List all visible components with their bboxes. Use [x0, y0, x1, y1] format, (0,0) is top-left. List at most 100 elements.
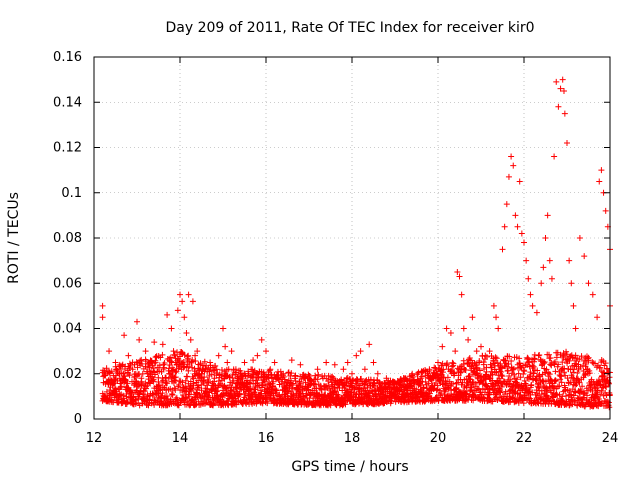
baseline-point — [581, 372, 588, 379]
data-point — [454, 268, 461, 275]
baseline-point — [497, 389, 504, 396]
data-point — [564, 139, 570, 146]
baseline-point — [117, 384, 124, 391]
data-point — [241, 359, 248, 366]
baseline-point — [534, 399, 541, 406]
baseline-point — [139, 370, 146, 377]
baseline-point — [192, 358, 199, 365]
baseline-point — [540, 396, 547, 403]
data-point — [486, 348, 493, 355]
baseline-point — [150, 376, 157, 383]
data-point — [159, 341, 166, 348]
baseline-point — [506, 380, 513, 387]
data-point — [151, 339, 158, 346]
baseline-point — [579, 383, 586, 390]
baseline-point — [589, 359, 596, 366]
data-point — [192, 352, 199, 359]
baseline-point — [159, 390, 166, 397]
baseline-point — [263, 393, 270, 400]
data-point — [374, 370, 381, 377]
baseline-point — [597, 391, 604, 398]
baseline-point — [229, 374, 236, 381]
baseline-point — [508, 358, 515, 365]
baseline-point — [285, 388, 292, 395]
y-tick-label: 0.08 — [53, 231, 82, 246]
baseline-point — [486, 385, 493, 392]
baseline-point — [326, 401, 333, 408]
baseline-point — [438, 390, 445, 397]
data-point — [370, 359, 377, 366]
baseline-point — [472, 380, 479, 387]
baseline-point — [476, 367, 483, 374]
baseline-point — [569, 374, 576, 381]
x-tick-label: 14 — [172, 431, 189, 446]
data-point — [125, 352, 132, 359]
baseline-point — [516, 360, 523, 367]
baseline-point — [288, 381, 295, 388]
baseline-point — [208, 386, 215, 393]
baseline-point — [534, 367, 541, 374]
baseline-point — [105, 397, 112, 404]
baseline-point — [521, 368, 528, 375]
baseline-point — [189, 385, 196, 392]
data-point — [177, 291, 183, 298]
baseline-point — [159, 351, 166, 358]
data-point — [435, 359, 441, 366]
baseline-point — [543, 392, 550, 399]
baseline-point — [564, 375, 571, 382]
data-point — [215, 352, 222, 359]
x-tick-label: 20 — [430, 431, 447, 446]
data-point — [581, 253, 588, 260]
baseline-point — [146, 396, 153, 403]
data-point — [250, 357, 257, 364]
data-point — [473, 348, 480, 355]
data-point — [443, 325, 450, 332]
y-tick-label: 0.06 — [53, 276, 82, 291]
data-point — [529, 302, 536, 309]
baseline-point — [440, 366, 447, 373]
data-point — [465, 336, 472, 343]
baseline-point — [579, 395, 586, 402]
data-point — [207, 359, 214, 366]
baseline-point — [572, 360, 579, 367]
baseline-point — [180, 359, 187, 365]
baseline-point — [544, 388, 551, 395]
data-point — [503, 201, 510, 208]
baseline-point — [346, 386, 353, 393]
baseline-point — [354, 376, 361, 383]
baseline-point — [594, 387, 601, 394]
baseline-point — [574, 355, 581, 362]
baseline-point — [561, 365, 568, 372]
baseline-point — [465, 394, 472, 401]
baseline-point — [466, 388, 473, 395]
baseline-point — [264, 400, 271, 407]
data-point — [482, 352, 489, 359]
baseline-point — [571, 397, 578, 404]
data-point — [518, 230, 525, 237]
baseline-point — [130, 393, 137, 400]
baseline-point — [242, 391, 249, 398]
data-point — [598, 167, 605, 174]
data-point — [456, 273, 463, 280]
baseline-point — [168, 358, 175, 365]
baseline-point — [172, 374, 179, 381]
data-point — [568, 280, 575, 287]
baseline-point — [292, 378, 299, 385]
data-point — [101, 370, 108, 377]
baseline-point — [551, 378, 558, 385]
data-point — [447, 330, 454, 337]
baseline-point — [148, 358, 155, 365]
data-point — [146, 359, 153, 366]
baseline-point — [444, 374, 451, 381]
y-tick-label: 0.04 — [53, 322, 82, 337]
baseline-point — [269, 374, 276, 381]
y-axis-ticks: 0 0.02 0.04 0.06 0.08 0.1 0.12 0.14 0.16 — [53, 50, 610, 427]
baseline-point — [584, 392, 591, 399]
baseline-point — [507, 376, 514, 383]
baseline-point — [143, 393, 150, 400]
baseline-point — [487, 361, 494, 368]
baseline-point — [540, 360, 547, 367]
baseline-point — [578, 353, 585, 360]
